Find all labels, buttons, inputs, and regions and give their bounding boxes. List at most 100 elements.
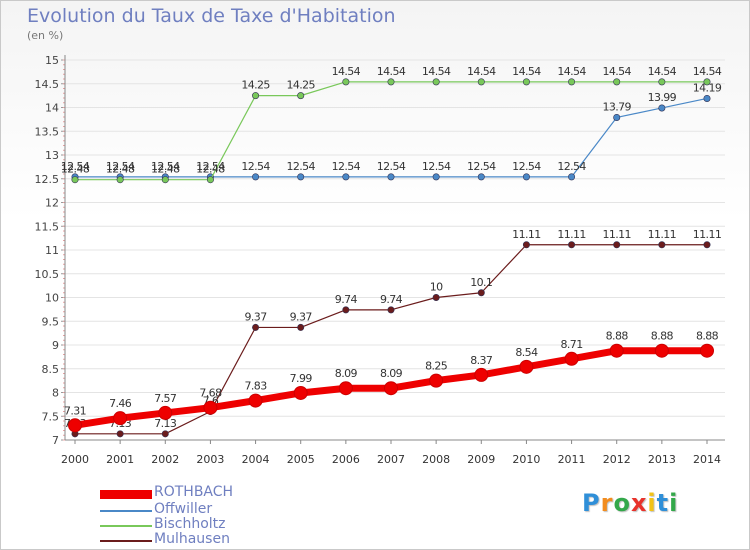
- data-point: [564, 351, 579, 366]
- data-label: 13.79: [602, 100, 631, 113]
- data-point: [568, 173, 576, 181]
- data-label: 14.54: [377, 65, 406, 78]
- data-label: 14.54: [467, 65, 496, 78]
- x-tick-label: 2005: [287, 453, 315, 466]
- y-tick-label: 7.5: [42, 410, 60, 423]
- data-point: [609, 343, 624, 358]
- data-point: [161, 430, 169, 438]
- legend-label: Mulhausen: [154, 531, 230, 547]
- y-tick-label: 7: [52, 434, 59, 447]
- data-label: 9.74: [380, 293, 403, 306]
- data-point: [432, 173, 440, 181]
- logo-letter: P: [582, 489, 601, 517]
- x-tick-label: 2013: [648, 453, 676, 466]
- data-label: 14.54: [648, 65, 677, 78]
- legend-swatch: [100, 510, 152, 512]
- y-tick-label: 10: [45, 292, 59, 305]
- data-label: 9.74: [335, 293, 358, 306]
- data-label: 8.71: [561, 338, 583, 351]
- data-label: 11.11: [648, 228, 677, 241]
- data-point: [522, 78, 530, 86]
- data-label: 14.54: [422, 65, 451, 78]
- data-point: [613, 78, 621, 86]
- data-label: 12.54: [106, 160, 135, 173]
- data-label: 14.54: [693, 65, 722, 78]
- y-tick-label: 10.5: [35, 268, 60, 281]
- data-point: [658, 241, 666, 249]
- x-tick-label: 2001: [106, 453, 134, 466]
- data-label: 12.48: [106, 163, 135, 176]
- data-point: [429, 373, 444, 388]
- data-label: 7.46: [109, 397, 132, 410]
- data-label: 12.54: [377, 160, 406, 173]
- data-point: [654, 343, 669, 358]
- data-label: 14.54: [557, 65, 586, 78]
- x-tick-label: 2003: [196, 453, 224, 466]
- y-tick-label: 13: [45, 149, 59, 162]
- x-tick-label: 2004: [242, 453, 270, 466]
- data-label: 10: [430, 281, 443, 294]
- logo-letter: t: [656, 489, 670, 517]
- data-point: [658, 104, 666, 112]
- data-point: [206, 176, 214, 184]
- legend-label: ROTHBACH: [154, 484, 234, 500]
- data-point: [658, 78, 666, 86]
- data-point: [477, 289, 485, 297]
- logo-letter: i: [647, 489, 657, 517]
- data-point: [387, 78, 395, 86]
- data-point: [613, 241, 621, 249]
- data-point: [342, 173, 350, 181]
- data-point: [297, 92, 305, 100]
- data-point: [113, 411, 128, 426]
- legend-swatch: [100, 540, 152, 542]
- y-tick-label: 14.5: [35, 78, 60, 91]
- data-point: [703, 94, 711, 102]
- data-label: 9.37: [290, 310, 313, 323]
- data-point: [116, 176, 124, 184]
- data-label: 14.54: [332, 65, 361, 78]
- data-label: 14.54: [602, 65, 631, 78]
- data-point: [203, 400, 218, 415]
- data-label: 7.83: [245, 380, 268, 393]
- data-label: 12.48: [151, 163, 180, 176]
- legend-label: Bischholtz: [154, 516, 226, 532]
- x-tick-label: 2008: [422, 453, 450, 466]
- data-label: 7.57: [154, 392, 177, 405]
- data-point: [342, 306, 350, 314]
- data-label: 12.54: [467, 160, 496, 173]
- data-label: 11.11: [693, 228, 722, 241]
- data-label: 12.54: [241, 160, 270, 173]
- data-label: 14.19: [693, 81, 722, 94]
- data-label: 14.25: [241, 79, 270, 92]
- data-point: [568, 78, 576, 86]
- data-label: 12.54: [61, 160, 90, 173]
- x-tick-label: 2010: [512, 453, 540, 466]
- data-label: 8.54: [515, 346, 538, 359]
- y-tick-label: 9: [52, 339, 59, 352]
- data-label: 10.1: [470, 276, 492, 289]
- data-label: 12.54: [557, 160, 586, 173]
- data-label: 14.54: [512, 65, 541, 78]
- data-point: [116, 430, 124, 438]
- data-label: 9.37: [245, 310, 268, 323]
- logo-letter: x: [630, 489, 648, 517]
- data-label: 11.11: [602, 228, 631, 241]
- data-point: [297, 323, 305, 331]
- data-point: [432, 78, 440, 86]
- data-label: 7.68: [199, 387, 222, 400]
- data-point: [293, 385, 308, 400]
- data-label: 8.09: [335, 367, 358, 380]
- data-label: 8.37: [470, 354, 493, 367]
- y-tick-label: 12: [45, 197, 59, 210]
- data-label: 8.09: [380, 367, 403, 380]
- data-point: [519, 359, 534, 374]
- y-tick-label: 11: [45, 244, 59, 257]
- legend-swatch: [100, 525, 152, 527]
- data-point: [568, 241, 576, 249]
- logo-letter: o: [613, 489, 631, 517]
- data-point: [68, 418, 82, 433]
- data-point: [432, 293, 440, 301]
- data-label: 7.31: [64, 404, 86, 417]
- data-label: 12.54: [196, 160, 225, 173]
